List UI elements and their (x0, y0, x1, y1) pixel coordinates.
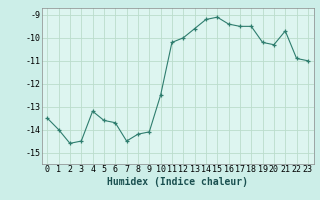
X-axis label: Humidex (Indice chaleur): Humidex (Indice chaleur) (107, 177, 248, 187)
